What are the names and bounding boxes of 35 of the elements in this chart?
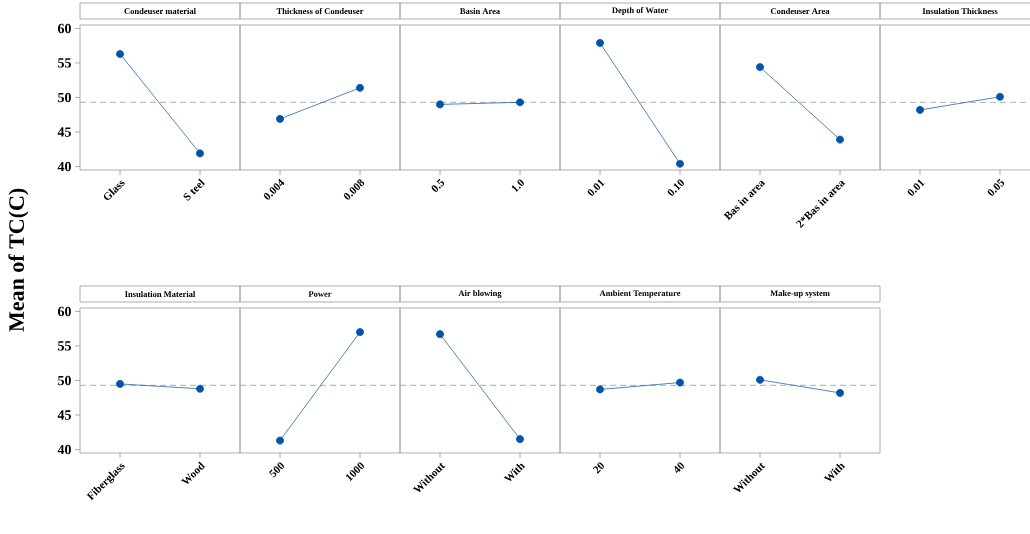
x-tick-label: 20 [592, 462, 604, 474]
chart-title: Thickness of Condeuser [276, 7, 364, 15]
x-tick-label: 0.05 [987, 178, 1005, 196]
x-tick-label: 0.01 [907, 179, 925, 196]
chart-title: Insulation Material [124, 290, 196, 297]
x-tick-label: 500 [268, 462, 284, 478]
y-tick-label: 50 [58, 92, 71, 103]
y-tick-label: 60 [57, 306, 71, 317]
chart-title: Condeuser material [124, 7, 196, 14]
y-tick-label: 45 [57, 127, 71, 137]
x-tick-label: 1.0 [511, 179, 524, 193]
chart-title: Ambient Temperature [599, 290, 681, 298]
x-tick-label: Bas in area [723, 180, 766, 221]
chart-title: Insulation Thickness [922, 7, 998, 14]
y-tick-label: 60 [57, 23, 71, 34]
x-tick-label: 40 [674, 462, 684, 473]
x-tick-label: With [823, 463, 846, 482]
y-tick-label: 40 [57, 444, 71, 455]
chart-title: Power [308, 291, 332, 297]
y-tick-label: 55 [58, 341, 71, 351]
chart-title: Basin Area [460, 8, 500, 14]
chart-title: Air blowing [458, 290, 502, 298]
x-tick-label: 0.5 [431, 178, 445, 192]
chart-title: Make-up system [770, 290, 830, 298]
chart-title: Condeuser Area [770, 7, 830, 14]
x-tick-label: 0.10 [667, 179, 684, 196]
chart-title: Depth of Water [612, 7, 668, 15]
y-tick-label: 45 [57, 410, 71, 420]
y-axis-title: Mean of TC(C) [8, 188, 29, 332]
x-tick-label: S teel [183, 178, 206, 201]
x-tick-label: 0.01 [587, 179, 605, 196]
y-tick-label: 55 [58, 58, 71, 68]
y-tick-label: 50 [58, 375, 71, 386]
y-tick-label: 40 [57, 161, 71, 172]
x-tick-label: With [503, 463, 526, 482]
